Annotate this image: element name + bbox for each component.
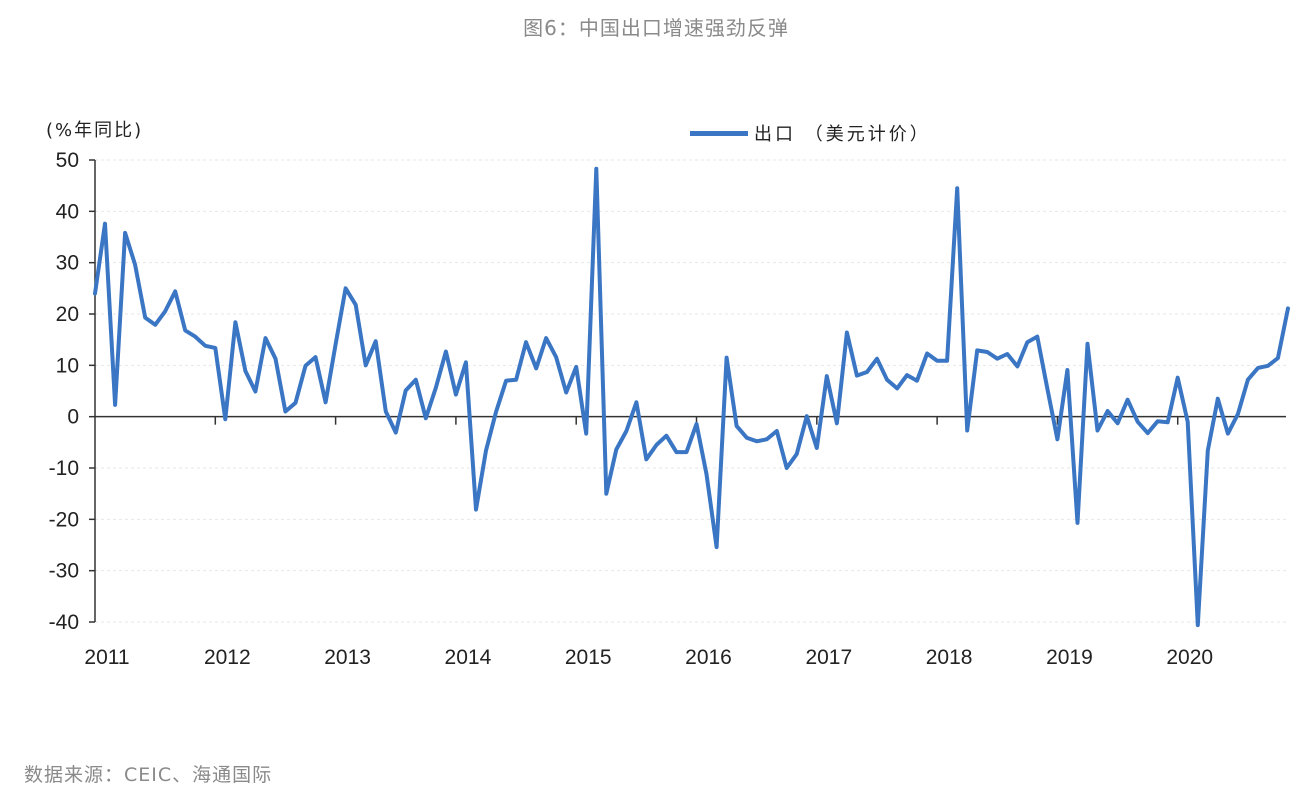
y-tick-label: 50 — [56, 149, 79, 172]
x-tick-label: 2020 — [1166, 646, 1213, 669]
y-tick-label: -40 — [49, 611, 79, 634]
y-tick-label: 20 — [56, 303, 79, 326]
y-tick-label: -10 — [49, 457, 79, 480]
chart-title: 图6：中国出口增速强劲反弹 — [523, 16, 789, 40]
y-tick-label: 0 — [67, 406, 79, 429]
x-tick-label: 2017 — [805, 646, 852, 669]
x-tick-label: 2013 — [324, 646, 371, 669]
x-tick-label: 2014 — [445, 646, 492, 669]
x-tick-label: 2015 — [565, 646, 612, 669]
x-tick-label: 2018 — [926, 646, 973, 669]
legend-label: 出口 （美元计价） — [754, 124, 931, 145]
y-tick-label: 10 — [56, 354, 79, 377]
y-tick-label: -20 — [49, 508, 79, 531]
y-tick-label: -30 — [49, 560, 79, 583]
y-axis-unit-label: (%年同比) — [46, 120, 144, 141]
y-tick-label: 40 — [56, 200, 79, 223]
x-tick-label: 2019 — [1046, 646, 1093, 669]
legend: 出口 （美元计价） — [690, 120, 931, 146]
source-note: 数据来源：CEIC、海通国际 — [24, 764, 273, 786]
x-tick-label: 2016 — [685, 646, 732, 669]
x-tick-label: 2012 — [204, 646, 251, 669]
series-line-export — [93, 166, 1290, 628]
legend-swatch — [690, 130, 748, 136]
x-tick-label: 2011 — [84, 646, 129, 669]
y-tick-label: 30 — [56, 252, 79, 275]
